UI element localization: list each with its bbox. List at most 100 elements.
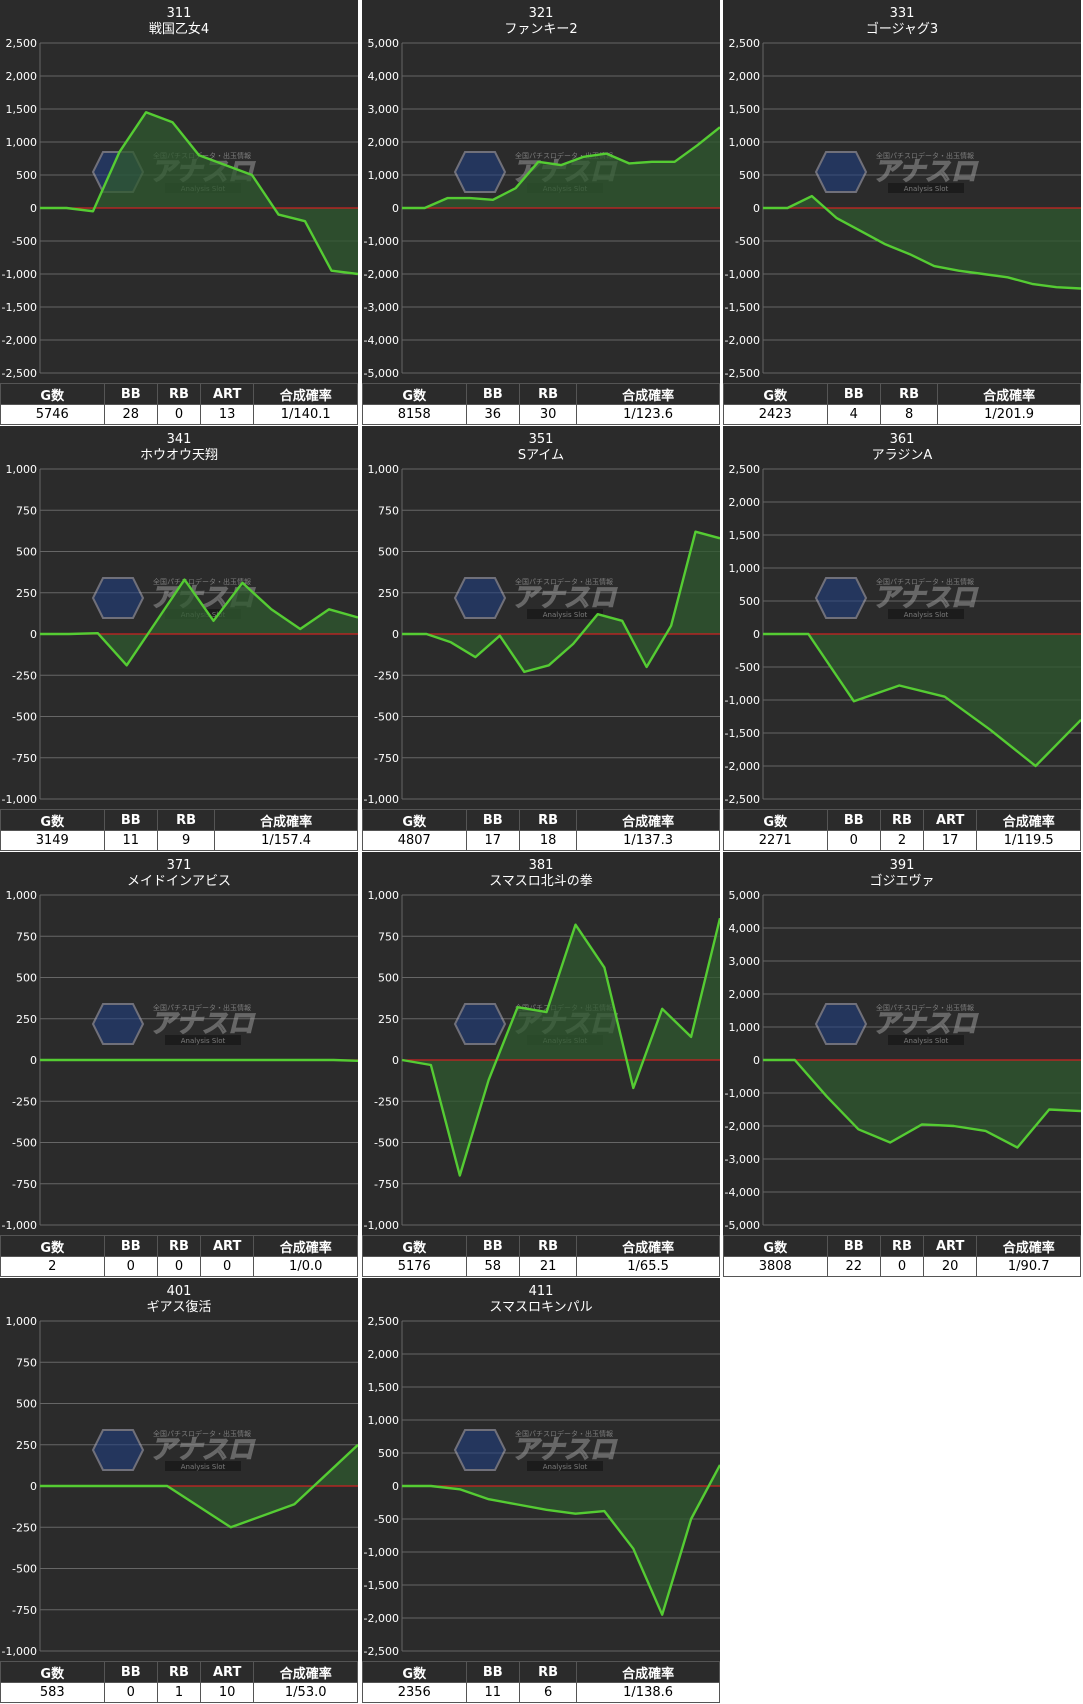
stats-header: G数 xyxy=(0,383,105,405)
y-tick-label: 1,000 xyxy=(6,889,38,902)
y-tick-label: -2,500 xyxy=(725,367,760,380)
machine-number: 341 xyxy=(167,432,192,447)
watermark-sub-bg xyxy=(527,609,603,619)
y-tick-label: 0 xyxy=(753,202,760,215)
stats-value: 0 xyxy=(157,1256,201,1277)
machine-name: アラジンA xyxy=(872,448,933,463)
stats-value: 1 xyxy=(157,1682,201,1703)
stats-value: 1/138.6 xyxy=(576,1682,720,1703)
machine-name: スマスロ北斗の拳 xyxy=(489,873,593,889)
watermark-sub: Analysis Slot xyxy=(543,611,588,619)
watermark-sub-bg xyxy=(165,1035,241,1045)
stats-header: RB xyxy=(880,383,939,405)
series-area xyxy=(763,1060,1081,1148)
machine-number: 331 xyxy=(890,6,915,21)
y-tick-label: -1,000 xyxy=(725,694,760,707)
y-tick-label: -4,000 xyxy=(364,334,399,347)
stats-table: G数 BB RB 合成確率 4807 17 18 1/137.3 xyxy=(362,809,720,851)
series-area xyxy=(763,196,1081,289)
stats-value: 28 xyxy=(103,404,159,425)
stats-header: 合成確率 xyxy=(976,809,1081,831)
chart-panel: 311 戦国乙女4 2,500 2,000 1,500 1,000 500 0 -500 -1,0… xyxy=(0,0,358,425)
watermark-top: 全国パチスロデータ・出玉情報 xyxy=(153,1429,251,1438)
y-tick-label: 500 xyxy=(16,972,37,985)
stats-value: 18 xyxy=(519,830,578,851)
y-tick-label: 0 xyxy=(30,1480,37,1493)
y-tick-label: 250 xyxy=(16,587,37,600)
machine-name: 戦国乙女4 xyxy=(149,21,209,37)
y-tick-label: -500 xyxy=(12,1563,37,1576)
y-tick-label: 500 xyxy=(16,1398,37,1411)
watermark-sub: Analysis Slot xyxy=(904,185,949,193)
y-tick-label: 4,000 xyxy=(729,922,761,935)
y-tick-label: 1,000 xyxy=(368,463,400,476)
y-tick-label: 1,000 xyxy=(368,1414,400,1427)
watermark-top: 全国パチスロデータ・出玉情報 xyxy=(153,577,251,586)
stats-value: 30 xyxy=(519,404,578,425)
y-tick-label: -2,000 xyxy=(364,268,399,281)
y-tick-label: 0 xyxy=(30,202,37,215)
machine-name: ホウオウ天翔 xyxy=(140,448,218,463)
stats-header: 合成確率 xyxy=(576,1235,720,1257)
machine-number: 311 xyxy=(167,6,192,21)
y-tick-label: 2,500 xyxy=(729,463,761,476)
watermark-badge-icon xyxy=(91,577,145,619)
y-tick-label: 1,500 xyxy=(6,103,38,116)
stats-header: G数 xyxy=(362,1661,467,1683)
stats-header: RB xyxy=(880,809,924,831)
watermark-sub-bg xyxy=(165,1461,241,1471)
stats-header: 合成確率 xyxy=(576,1661,720,1683)
stats-value: 0 xyxy=(199,1256,255,1277)
watermark-sub: Analysis Slot xyxy=(904,611,949,619)
stats-value: 11 xyxy=(103,830,159,851)
y-tick-label: -1,500 xyxy=(725,727,760,740)
y-tick-label: 1,000 xyxy=(729,562,761,575)
watermark-badge-icon xyxy=(453,1003,507,1045)
chart-panel: 371 メイドインアビス 1,000 750 500 250 0 -250 -500 -750 -1… xyxy=(0,852,358,1277)
machine-number: 321 xyxy=(529,6,554,21)
stats-header: 合成確率 xyxy=(976,1235,1081,1257)
stats-value: 1/137.3 xyxy=(576,830,720,851)
stats-value: 11 xyxy=(465,1682,521,1703)
stats-value: 4 xyxy=(826,404,882,425)
stats-value: 583 xyxy=(0,1682,105,1703)
stats-value: 0 xyxy=(103,1682,159,1703)
stats-header: BB xyxy=(103,1661,159,1683)
y-tick-label: -2,000 xyxy=(2,334,37,347)
stats-value: 1/157.4 xyxy=(214,830,358,851)
stats-header: RB xyxy=(519,809,578,831)
y-tick-label: -2,500 xyxy=(725,793,760,806)
stats-header: BB xyxy=(103,1235,159,1257)
series-line xyxy=(402,126,720,210)
series-line xyxy=(763,632,1081,768)
series-area xyxy=(40,112,358,274)
y-tick-label: 0 xyxy=(753,628,760,641)
y-tick-label: -2,000 xyxy=(725,760,760,773)
stats-header: BB xyxy=(826,1235,882,1257)
y-tick-label: 2,000 xyxy=(729,988,761,1001)
stats-value: 2 xyxy=(880,830,924,851)
watermark-badge-icon xyxy=(814,1003,868,1045)
stats-value: 17 xyxy=(465,830,521,851)
stats-value: 1/0.0 xyxy=(253,1256,358,1277)
y-tick-label: 0 xyxy=(392,1480,399,1493)
stats-value: 36 xyxy=(465,404,521,425)
chart-panel: 391 ゴジエヴァ 5,000 4,000 3,000 2,000 1,000 0 -1,000… xyxy=(723,852,1081,1277)
watermark-logo: アナスロ xyxy=(150,1435,255,1465)
y-tick-label: -5,000 xyxy=(364,367,399,380)
watermark-logo: アナスロ xyxy=(512,583,617,613)
chart-panel: 331 ゴージャグ3 2,500 2,000 1,500 1,000 500 0 -500 -1,… xyxy=(723,0,1081,425)
stats-value: 1/201.9 xyxy=(937,404,1081,425)
y-tick-label: -1,000 xyxy=(364,235,399,248)
machine-number: 381 xyxy=(529,858,554,873)
watermark-sub-bg xyxy=(888,1035,964,1045)
stats-header: 合成確率 xyxy=(576,809,720,831)
stats-header: BB xyxy=(465,1661,521,1683)
watermark-top: 全国パチスロデータ・出玉情報 xyxy=(515,151,613,160)
